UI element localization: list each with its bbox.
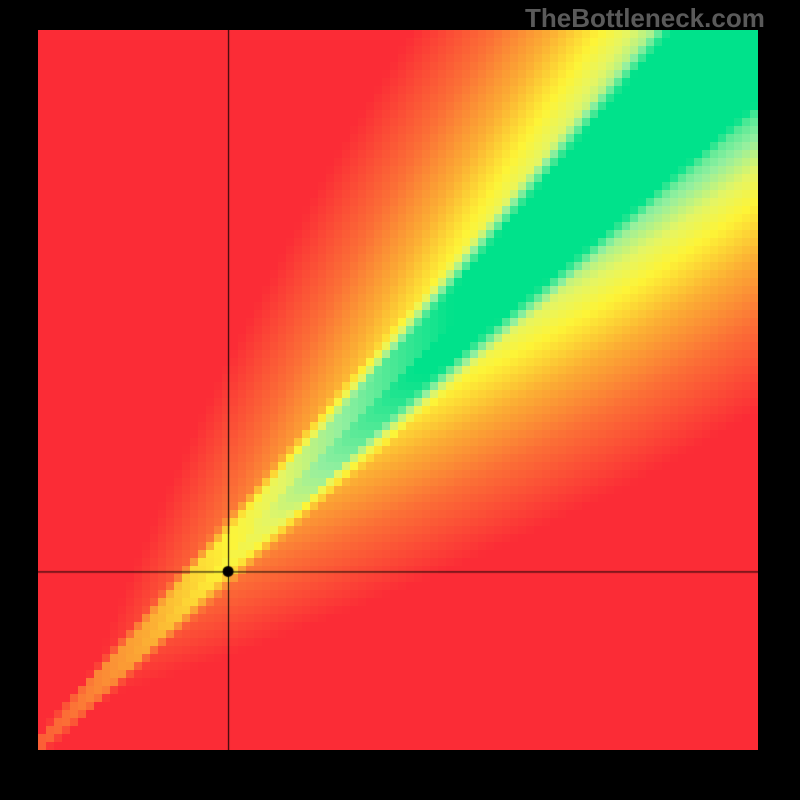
- chart-container: TheBottleneck.com: [0, 0, 800, 800]
- watermark-text: TheBottleneck.com: [525, 3, 765, 34]
- bottleneck-heatmap: [38, 30, 758, 750]
